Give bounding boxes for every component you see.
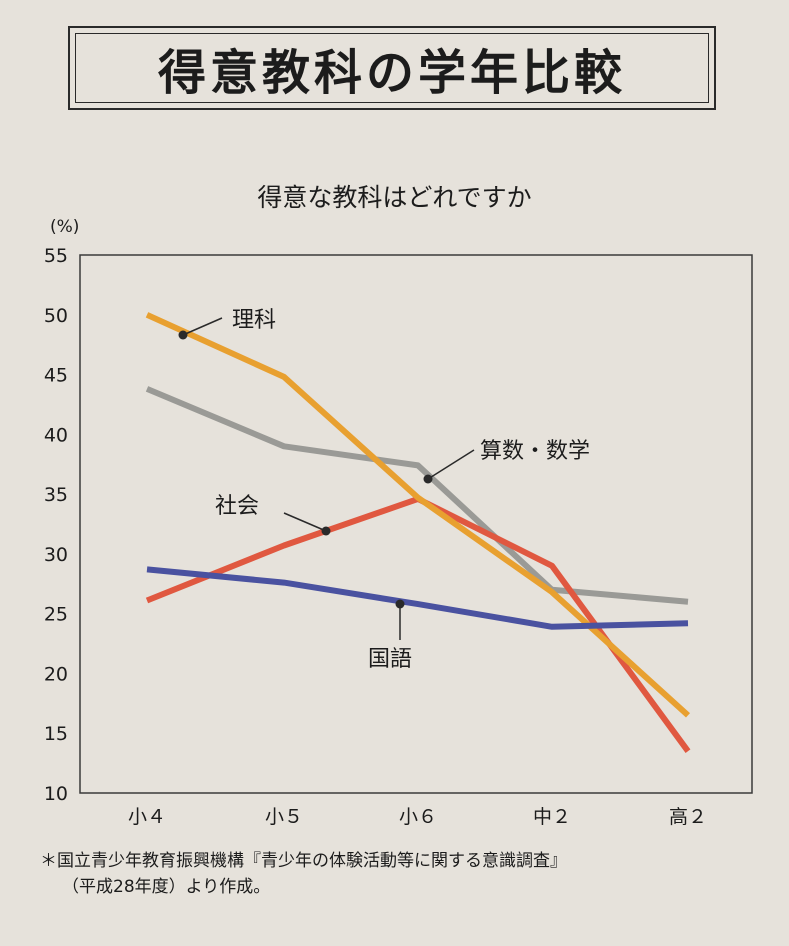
annotation-dot: [178, 330, 188, 340]
y-tick-label: 50: [44, 305, 68, 327]
x-tick-label: 小４: [128, 806, 166, 828]
x-tick-label: 高２: [669, 806, 707, 828]
page-title: 得意教科の学年比較: [157, 45, 626, 101]
series-label: 社会: [215, 494, 259, 519]
plot-frame: [79, 254, 753, 794]
x-tick-label: 小６: [399, 806, 437, 828]
annotation-dot: [395, 599, 405, 609]
series-label: 国語: [368, 647, 412, 672]
y-tick-label: 55: [44, 245, 68, 267]
series-lines: [145, 312, 691, 753]
y-tick-label: 25: [44, 604, 68, 626]
y-axis-unit-label: (%): [50, 217, 79, 237]
footnote-line-1: ＊国立青少年教育振興機構『青少年の体験活動等に関する意識調査』: [40, 851, 567, 871]
x-tick-label: 小５: [265, 806, 303, 828]
source-footnote: ＊国立青少年教育振興機構『青少年の体験活動等に関する意識調査』 （平成28年度）…: [40, 848, 567, 900]
series-label: 算数・数学: [480, 439, 590, 464]
annotation-leader-line: [182, 317, 223, 336]
annotation-dot: [321, 526, 331, 536]
y-tick-label: 15: [44, 723, 68, 745]
y-tick-label: 10: [44, 783, 68, 805]
y-tick-label: 30: [44, 544, 68, 566]
y-tick-labels: 10 15 20 25 30 35 40 45 50 55: [44, 245, 68, 805]
series-line: [145, 386, 689, 605]
annotation-leader-line: [427, 449, 475, 480]
y-tick-label: 35: [44, 484, 68, 506]
x-tick-label: 中２: [533, 806, 571, 828]
title-box-inner-border: [75, 33, 709, 103]
x-tick-labels: 小４ 小５ 小６ 中２ 高２: [128, 806, 707, 828]
y-tick-label: 20: [44, 663, 68, 685]
series-line: [146, 566, 689, 630]
series-label: 理科: [232, 308, 276, 333]
footnote-line-2: （平成28年度）より作成。: [62, 877, 271, 897]
annotation-leader-line: [283, 512, 327, 532]
title-box: 得意教科の学年比較: [68, 26, 716, 110]
y-tick-label: 40: [44, 424, 68, 446]
chart-title: 得意な教科はどれですか: [257, 183, 532, 212]
series-line: [145, 312, 691, 718]
annotation-dot: [423, 474, 433, 484]
y-tick-label: 45: [44, 365, 68, 387]
